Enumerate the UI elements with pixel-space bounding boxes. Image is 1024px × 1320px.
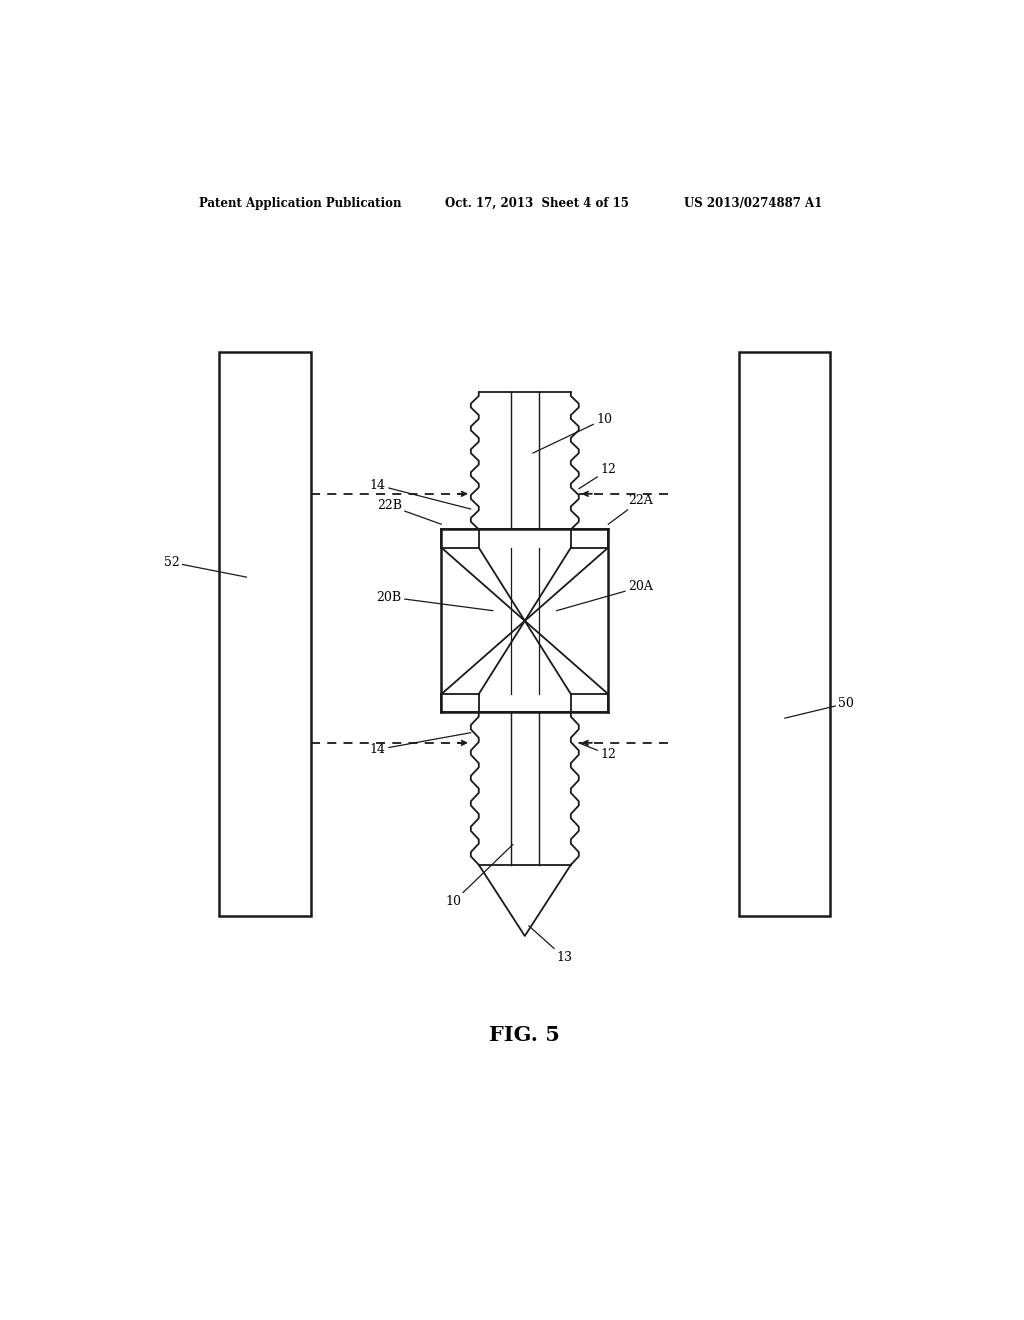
Text: 14: 14 (370, 733, 471, 756)
Text: 13: 13 (528, 925, 572, 965)
Bar (219, 351, 310, 916)
Text: 14: 14 (370, 479, 471, 510)
Text: 50: 50 (784, 697, 854, 718)
Text: 22B: 22B (377, 499, 441, 524)
Text: US 2013/0274887 A1: US 2013/0274887 A1 (684, 197, 822, 210)
Text: 10: 10 (532, 413, 612, 453)
Text: 22A: 22A (608, 494, 652, 524)
Text: 10: 10 (445, 845, 513, 908)
Text: 52: 52 (164, 556, 247, 577)
Bar (739, 351, 830, 916)
Text: Oct. 17, 2013  Sheet 4 of 15: Oct. 17, 2013 Sheet 4 of 15 (445, 197, 630, 210)
Text: 20A: 20A (557, 581, 653, 611)
Text: 12: 12 (579, 463, 616, 488)
Text: FIG. 5: FIG. 5 (489, 1024, 560, 1044)
Text: Patent Application Publication: Patent Application Publication (200, 197, 402, 210)
Text: 12: 12 (579, 743, 616, 762)
Text: 20B: 20B (377, 590, 494, 611)
